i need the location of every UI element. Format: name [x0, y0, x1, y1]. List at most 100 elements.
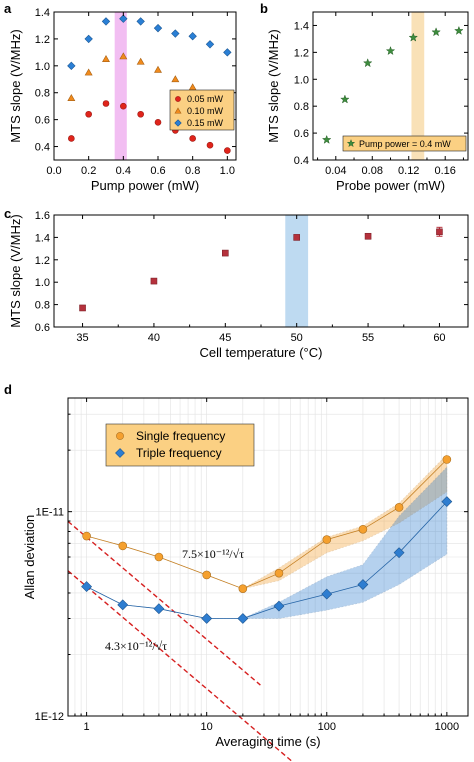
x-tick-label: 60: [433, 332, 445, 344]
data-point: [150, 277, 158, 285]
y-tick-label: 1.4: [35, 232, 50, 244]
panel-letter: d: [4, 382, 12, 397]
fit-line-2: [67, 570, 294, 762]
highlight-band: [114, 12, 127, 160]
x-axis-label: Probe power (mW): [336, 178, 445, 193]
y-tick-label: 1.4: [35, 7, 50, 19]
x-axis-label: Pump power (mW): [91, 178, 199, 193]
data-point: [171, 29, 180, 38]
data-point: [362, 58, 373, 68]
y-tick-label: 0.8: [294, 101, 309, 113]
x-tick-label: 0.16: [434, 165, 455, 177]
panel-c: 35 40 45 50 55 60 0.6 0.8 1.0 1.2 1.4 1.6 Cell tempe…: [4, 206, 469, 360]
data-point: [67, 94, 76, 101]
data-point: [454, 25, 464, 35]
data-point: [188, 83, 197, 91]
legend-marker: [174, 107, 182, 114]
x-tick-label: 0.0: [46, 165, 61, 177]
series-1: [82, 455, 452, 593]
data-point: [171, 75, 180, 83]
series-3: [67, 14, 232, 70]
y-tick-label: 1E-12: [35, 711, 64, 723]
data-point: [385, 45, 396, 56]
data-point: [119, 52, 128, 60]
x-tick-label: 100: [318, 721, 336, 733]
panel-d: 1 10 100 1000 1E-12 1E-11 Averaging time (s) Al…: [4, 382, 469, 762]
data-point: [222, 249, 229, 257]
x-tick-label: 0.8: [185, 165, 200, 177]
x-tick-label: 40: [148, 332, 160, 344]
data-point: [442, 455, 452, 464]
x-tick-label: 1000: [435, 721, 459, 733]
series-line: [86, 459, 448, 590]
data-point: [237, 613, 249, 624]
y-tick-label: 0.6: [294, 128, 309, 140]
highlight-band: [285, 215, 309, 327]
x-tick-label: 35: [76, 332, 88, 344]
y-tick-label: 0.8: [35, 300, 50, 312]
legend-label: 0.10 mW: [187, 106, 224, 116]
data-point: [394, 503, 404, 512]
legend-marker: [174, 119, 182, 127]
confidence-band-2: [86, 466, 448, 619]
data-point: [358, 524, 368, 534]
data-point: [408, 32, 419, 42]
data-point: [436, 228, 443, 236]
data-point: [137, 110, 144, 118]
data-point: [274, 568, 284, 578]
data-point: [82, 531, 91, 541]
data-point: [202, 570, 211, 580]
data-point: [321, 588, 333, 600]
y-tick-label: 1.4: [294, 20, 309, 32]
legend-label: 0.05 mW: [187, 94, 224, 104]
data-point: [153, 23, 163, 33]
y-axis-label: MTS slope (V/MHz): [8, 214, 23, 327]
x-tick-label: 10: [201, 721, 213, 733]
data-point: [154, 65, 162, 73]
data-point: [340, 94, 350, 104]
y-tick-label: 1E-11: [35, 507, 64, 519]
y-tick-label: 1.2: [294, 47, 309, 59]
legend-label: Triple frequency: [136, 446, 222, 460]
data-point: [120, 102, 127, 110]
data-point: [431, 27, 441, 37]
data-point: [67, 61, 76, 70]
legend-label: Single frequency: [136, 429, 225, 443]
y-tick-label: 1.0: [294, 74, 309, 86]
x-tick-label: 1.0: [220, 165, 235, 177]
data-point: [441, 496, 453, 508]
data-point: [154, 119, 162, 126]
x-tick-label: 0.6: [150, 165, 165, 177]
data-point: [201, 613, 213, 624]
x-tick-label: 50: [291, 332, 303, 344]
data-point: [101, 17, 111, 26]
data-point: [136, 57, 145, 65]
panel-letter: a: [4, 1, 12, 16]
y-tick-label: 1.0: [35, 61, 50, 73]
plot-frame: [53, 11, 237, 161]
data-point: [79, 304, 86, 312]
highlight-band: [411, 12, 425, 160]
y-tick-label: 1.2: [35, 34, 50, 46]
data-point: [85, 110, 92, 118]
x-axis-label: Averaging time (s): [215, 734, 320, 749]
data-point: [136, 17, 145, 26]
data-point: [84, 34, 93, 44]
fit-annotation: 4.3×10⁻¹²/√τ: [105, 639, 167, 653]
data-point: [223, 48, 232, 57]
y-tick-label: 1.6: [35, 210, 50, 222]
data-point: [321, 134, 332, 144]
data-point: [205, 40, 215, 49]
data-point: [206, 141, 214, 149]
data-point: [393, 547, 405, 559]
data-point: [84, 68, 93, 76]
legend-marker: [175, 96, 181, 102]
legend-box: [105, 423, 255, 467]
x-tick-label: 55: [362, 332, 374, 344]
plot-frame: [53, 214, 469, 328]
data-point: [153, 603, 165, 615]
y-tick-label: 0.6: [35, 115, 50, 127]
y-tick-label: 0.4: [294, 155, 309, 167]
data-point: [68, 135, 75, 142]
